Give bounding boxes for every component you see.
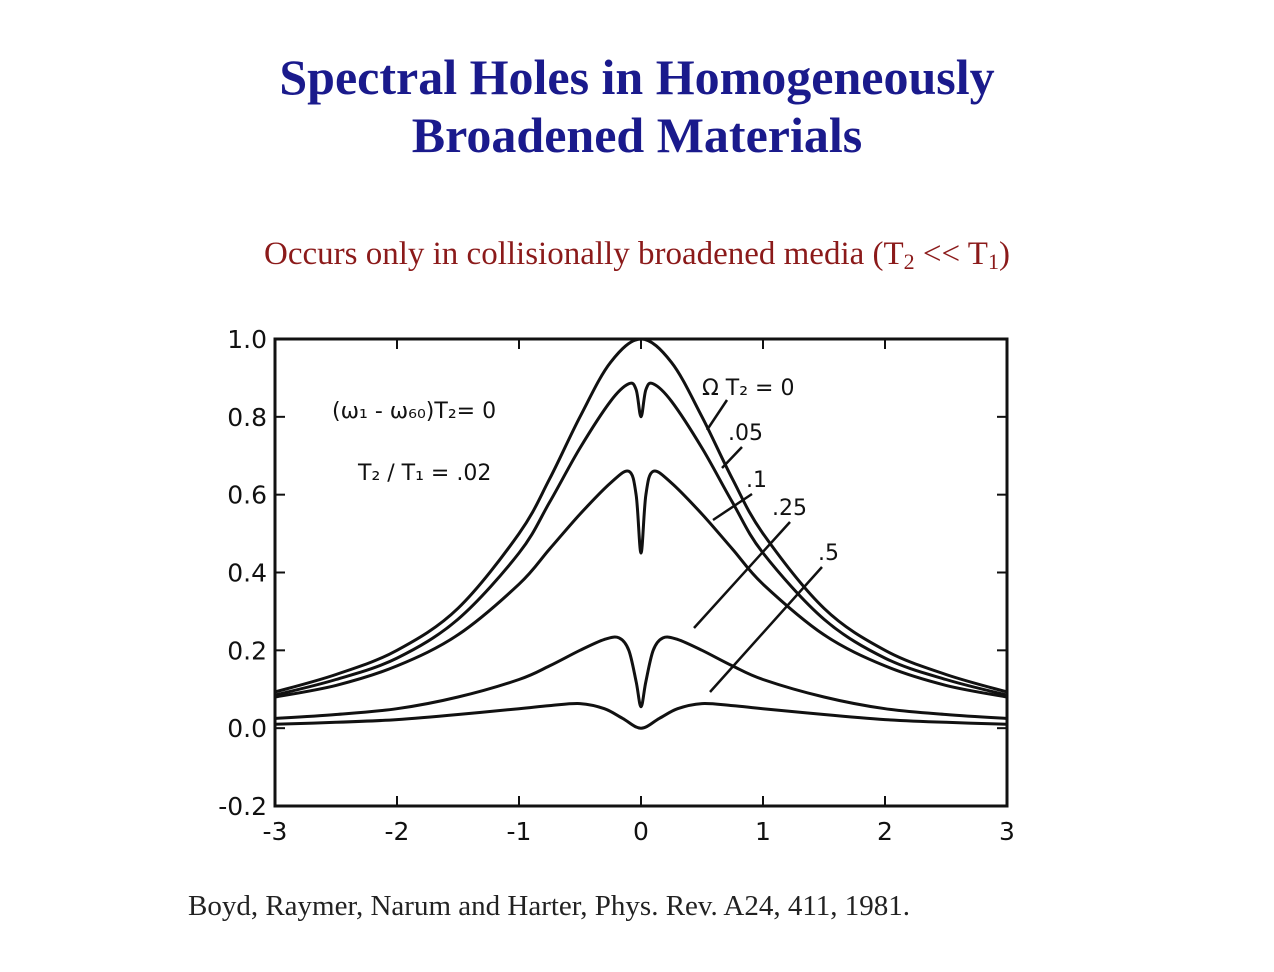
series-leader-line-3 [693, 521, 791, 629]
series-leader-line-0 [705, 399, 729, 431]
x-tick-label: -1 [507, 817, 532, 846]
x-tick-label: 0 [633, 817, 649, 846]
y-tick-label: 0.8 [227, 403, 267, 432]
x-tick-label: -3 [263, 817, 288, 846]
series-label-2: .1 [746, 468, 767, 493]
series-label-4: .5 [818, 541, 839, 566]
x-tick-label: 3 [999, 817, 1015, 846]
y-tick-label: 0.2 [227, 636, 267, 665]
subtitle-subscript-1: 2 [903, 249, 915, 274]
series-line-4 [274, 702, 1008, 730]
series-label-3: .25 [772, 496, 807, 521]
slide-subtitle: Occurs only in collisionally broadened m… [0, 232, 1274, 284]
y-tick-label: -0.2 [218, 792, 267, 821]
x-tick-label: 2 [877, 817, 893, 846]
citation: Boyd, Raymer, Narum and Harter, Phys. Re… [188, 890, 911, 922]
x-tick-label: 1 [755, 817, 771, 846]
subtitle-mid: << T [914, 236, 988, 272]
series-leader-line-2 [712, 492, 753, 522]
series-label-0: Ω T₂ = 0 [702, 376, 794, 401]
series-leader-line-4 [709, 566, 823, 693]
y-tick-label: 0.4 [227, 559, 267, 588]
title-line-1: Spectral Holes in Homogeneously [279, 49, 995, 105]
y-tick-label: 0.0 [227, 714, 267, 743]
series-line-3 [274, 635, 1008, 720]
series-label-1: .05 [728, 421, 763, 446]
series-line-1 [274, 381, 1008, 697]
subtitle-suffix: ) [998, 236, 1010, 272]
series-leader-line-1 [721, 446, 743, 469]
param-annotation-2: T₂ / T₁ = .02 [357, 461, 491, 486]
subtitle-prefix: Occurs only in collisionally broadened m… [264, 236, 904, 272]
y-tick-label: 0.6 [227, 481, 267, 510]
x-tick-label: -2 [385, 817, 410, 846]
subtitle-subscript-2: 1 [987, 249, 999, 274]
param-annotation-1: (ω₁ - ω₆₀)T₂= 0 [332, 399, 496, 424]
series-line-0 [274, 337, 1008, 694]
series-line-2 [274, 469, 1008, 699]
title-line-2: Broadened Materials [411, 107, 863, 163]
y-tick-label: 1.0 [227, 325, 267, 354]
slide-title: Spectral Holes in Homogeneously Broadene… [0, 48, 1274, 164]
